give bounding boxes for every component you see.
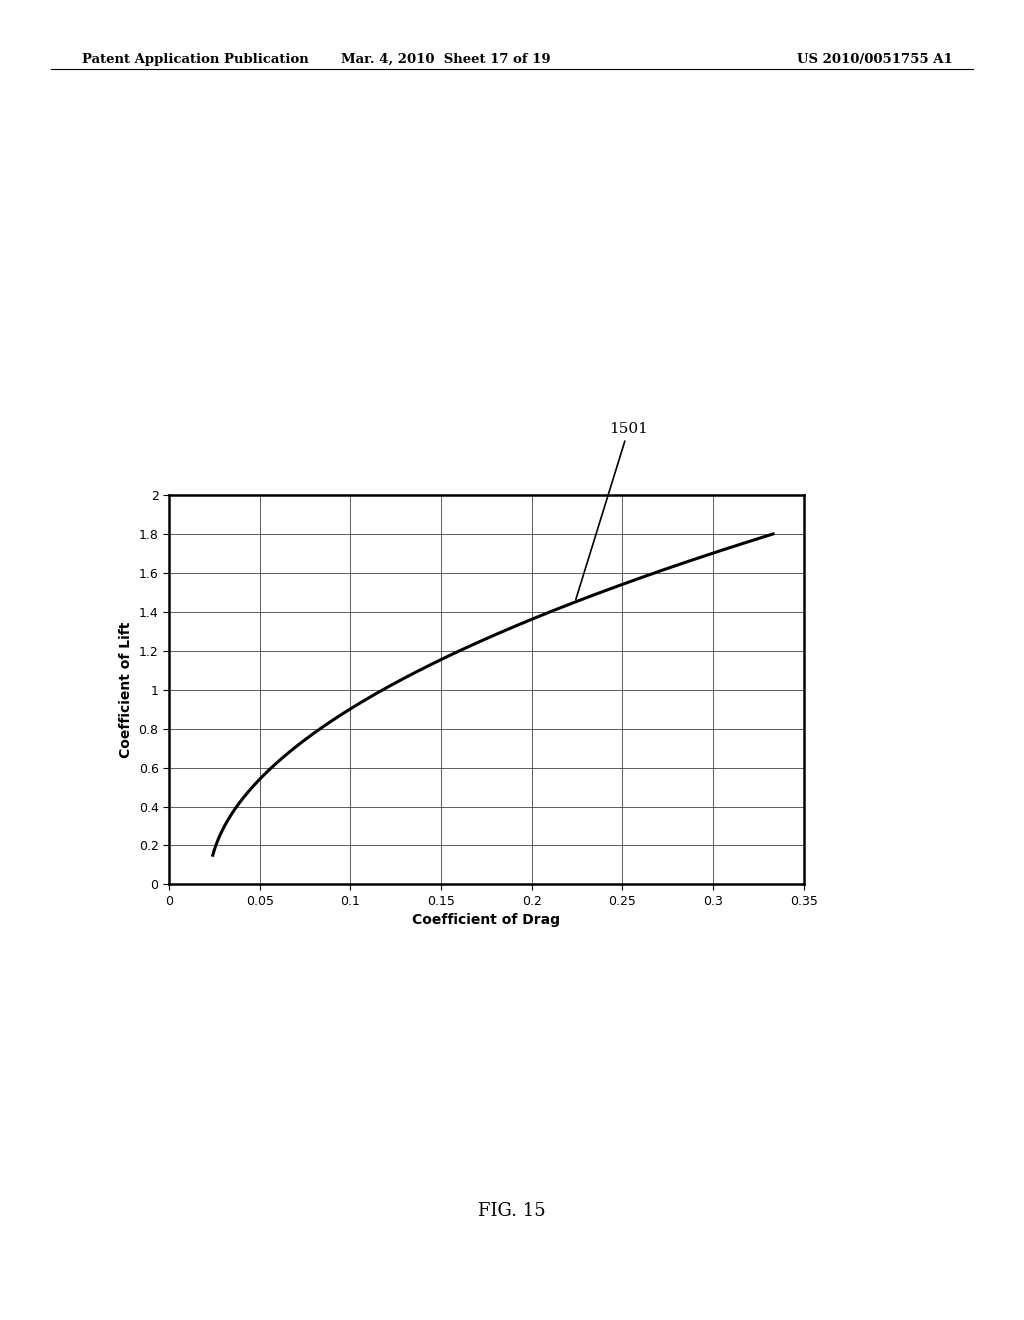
Text: Mar. 4, 2010  Sheet 17 of 19: Mar. 4, 2010 Sheet 17 of 19 xyxy=(341,53,550,66)
X-axis label: Coefficient of Drag: Coefficient of Drag xyxy=(413,913,560,928)
Text: US 2010/0051755 A1: US 2010/0051755 A1 xyxy=(797,53,952,66)
Text: Patent Application Publication: Patent Application Publication xyxy=(82,53,308,66)
Y-axis label: Coefficient of Lift: Coefficient of Lift xyxy=(119,622,133,758)
Text: FIG. 15: FIG. 15 xyxy=(478,1201,546,1220)
Text: 1501: 1501 xyxy=(575,421,648,599)
